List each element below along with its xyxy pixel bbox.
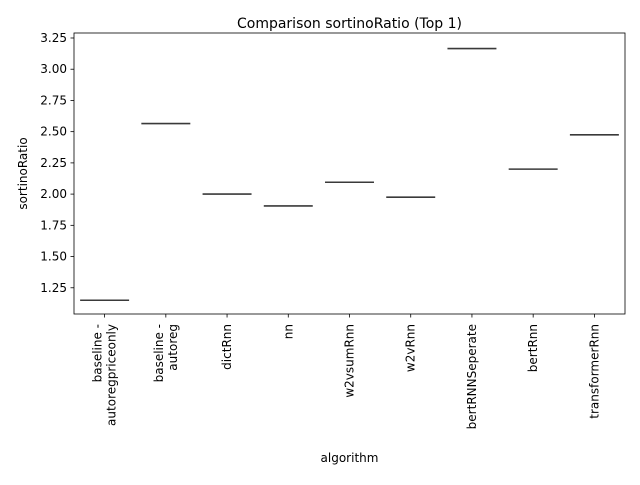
x-tick-label: bertRNNSeperate: [465, 324, 479, 429]
x-tick-label-line: w2vsumRnn: [343, 324, 357, 398]
x-tick-label-line: autoreg: [166, 324, 180, 371]
x-tick-label-line: w2vRnn: [404, 324, 418, 372]
x-tick-label-line: transformerRnn: [587, 324, 601, 419]
x-tick-label-line: baseline -: [91, 324, 105, 382]
y-tick-label: 2.75: [40, 93, 67, 107]
y-tick-label: 2.00: [40, 187, 67, 201]
y-tick-label: 1.25: [40, 281, 67, 295]
x-tick-label-line: nn: [281, 324, 295, 339]
x-tick-label: w2vsumRnn: [343, 324, 357, 398]
y-tick-label: 3.00: [40, 62, 67, 76]
x-tick-label-line: autoregpriceonly: [105, 324, 119, 426]
y-axis: 1.25 1.50 1.75 2.00 2.25 2.50 2.75 3.00 3.25: [40, 31, 74, 295]
y-axis-label: sortinoRatio: [16, 137, 30, 209]
x-tick-label-line: bertRnn: [526, 324, 540, 372]
x-tick-label: nn: [281, 324, 295, 339]
x-tick-label-line: bertRNNSeperate: [465, 324, 479, 429]
x-axis: baseline - autoregpriceonly baseline - auto…: [91, 314, 601, 429]
x-tick-label: bertRnn: [526, 324, 540, 372]
x-tick-label: transformerRnn: [587, 324, 601, 419]
y-tick-label: 3.25: [40, 31, 67, 45]
y-tick-label: 2.25: [40, 156, 67, 170]
x-tick-label-line: dictRnn: [220, 324, 234, 370]
y-tick-label: 1.50: [40, 250, 67, 264]
x-tick-label-line: baseline -: [152, 324, 166, 382]
y-tick-label: 1.75: [40, 218, 67, 232]
x-tick-label: w2vRnn: [404, 324, 418, 372]
x-tick-label: baseline - autoreg: [152, 324, 180, 382]
x-axis-label: algorithm: [321, 451, 379, 465]
x-tick-label: baseline - autoregpriceonly: [91, 324, 119, 426]
chart-marks: [80, 47, 619, 302]
x-tick-label: dictRnn: [220, 324, 234, 370]
plot-frame: [73, 32, 626, 315]
chart-title: Comparison sortinoRatio (Top 1): [237, 16, 462, 32]
y-tick-label: 2.50: [40, 125, 67, 139]
